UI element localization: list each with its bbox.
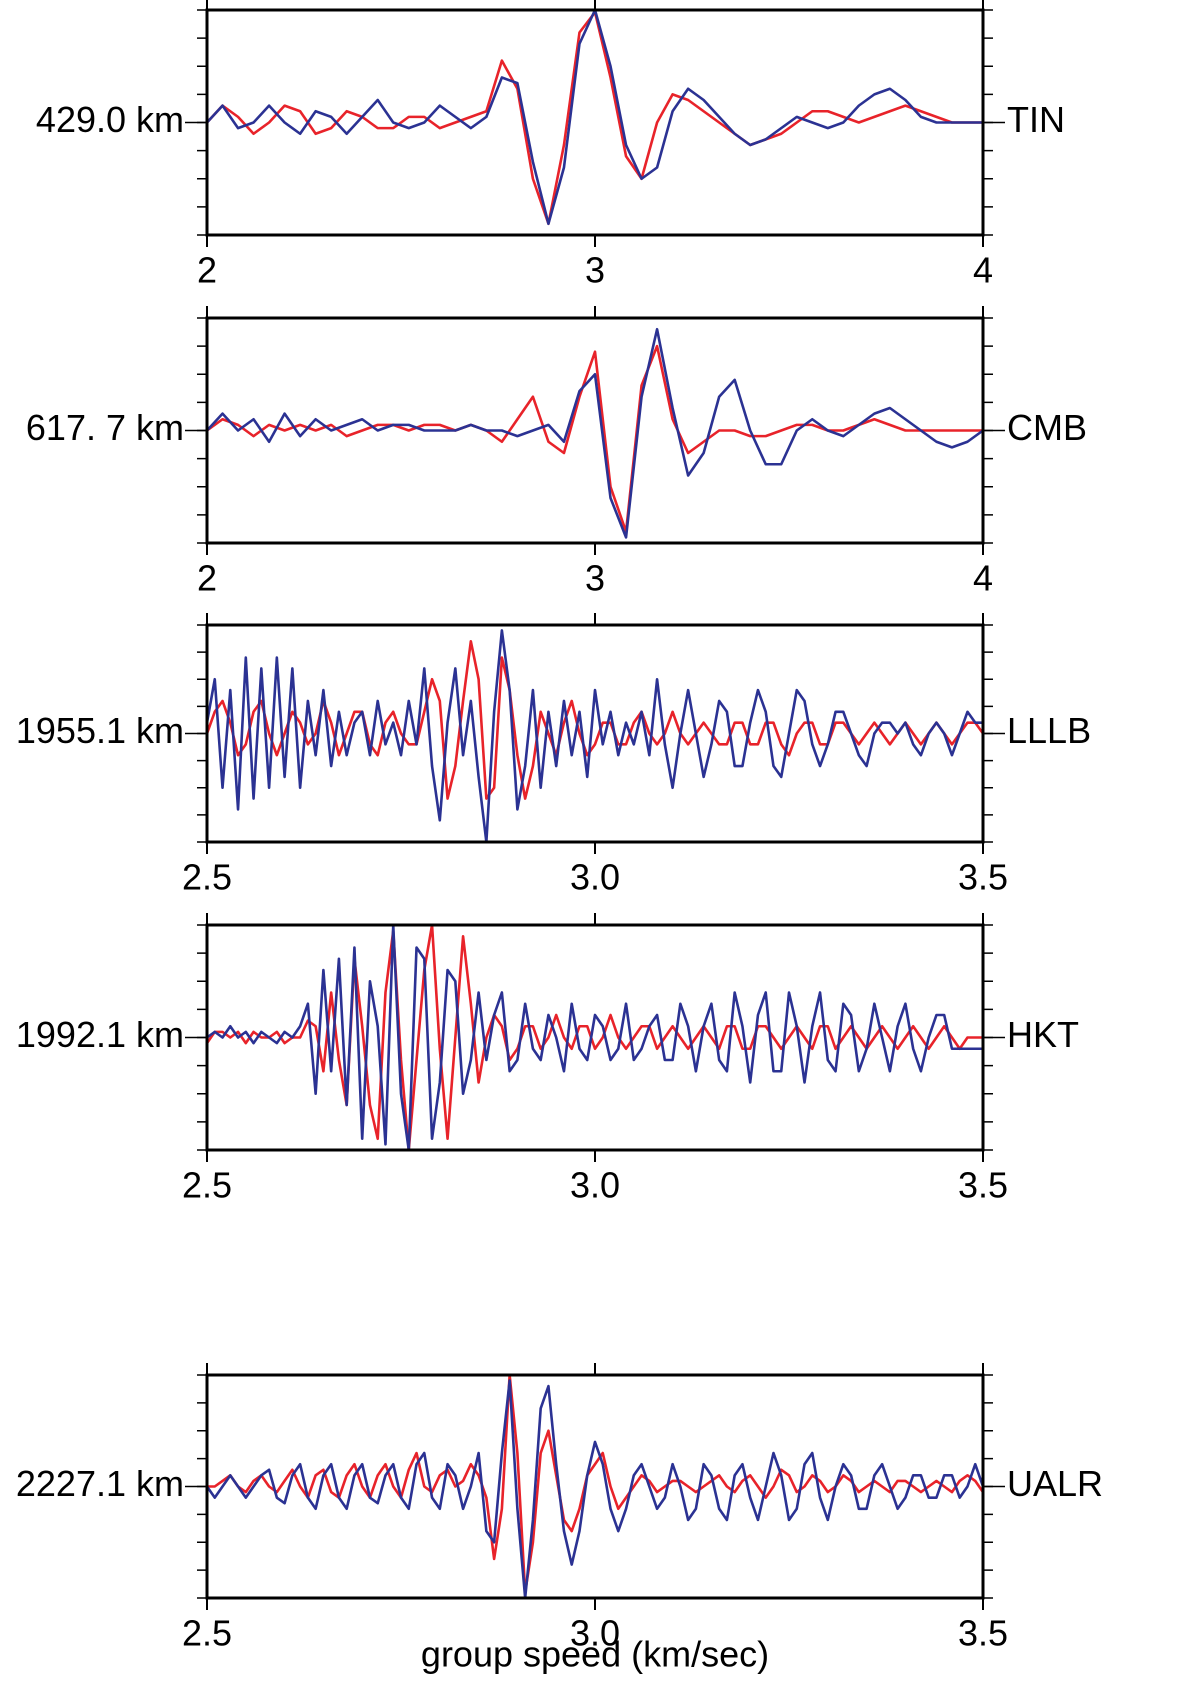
x-tick-label: 2.5 (182, 1165, 232, 1206)
x-axis-label: group speed (km/sec) (421, 1634, 769, 1675)
trace (206, 923, 983, 1152)
station-label: HKT (1007, 1014, 1079, 1055)
trace (205, 639, 985, 800)
plot-frame (205, 8, 985, 237)
distance-label: 617. 7 km (26, 407, 184, 448)
distance-label: 1955.1 km (16, 710, 184, 751)
distance-label: 429.0 km (36, 99, 184, 140)
x-tick-label: 3.5 (958, 857, 1008, 898)
trace (205, 923, 983, 1152)
x-tick-label: 2.5 (182, 857, 232, 898)
distance-label: 2227.1 km (16, 1463, 184, 1504)
x-tick-label: 3.5 (958, 1165, 1008, 1206)
x-tick-label: 3 (585, 558, 605, 599)
trace (206, 327, 984, 539)
x-tick-label: 2.5 (182, 1613, 232, 1654)
trace (206, 8, 983, 226)
x-tick-label: 4 (973, 250, 993, 291)
trace (205, 1379, 985, 1600)
x-tick-label: 2 (197, 558, 217, 599)
x-tick-label: 3.0 (570, 1613, 620, 1654)
x-tick-label: 3.5 (958, 1613, 1008, 1654)
x-tick-label: 3.0 (570, 1165, 620, 1206)
x-tick-label: 4 (973, 558, 993, 599)
plot-frame (205, 923, 985, 1152)
x-tick-label: 3.0 (570, 857, 620, 898)
trace (206, 10, 983, 226)
x-tick-label: 3 (585, 250, 605, 291)
trace (205, 629, 983, 844)
station-label: CMB (1007, 407, 1087, 448)
trace (207, 1373, 985, 1594)
x-tick-label: 2 (197, 250, 217, 291)
distance-label: 1992.1 km (16, 1014, 184, 1055)
station-label: UALR (1007, 1463, 1103, 1504)
station-label: TIN (1007, 99, 1065, 140)
station-label: LLLB (1007, 710, 1091, 751)
